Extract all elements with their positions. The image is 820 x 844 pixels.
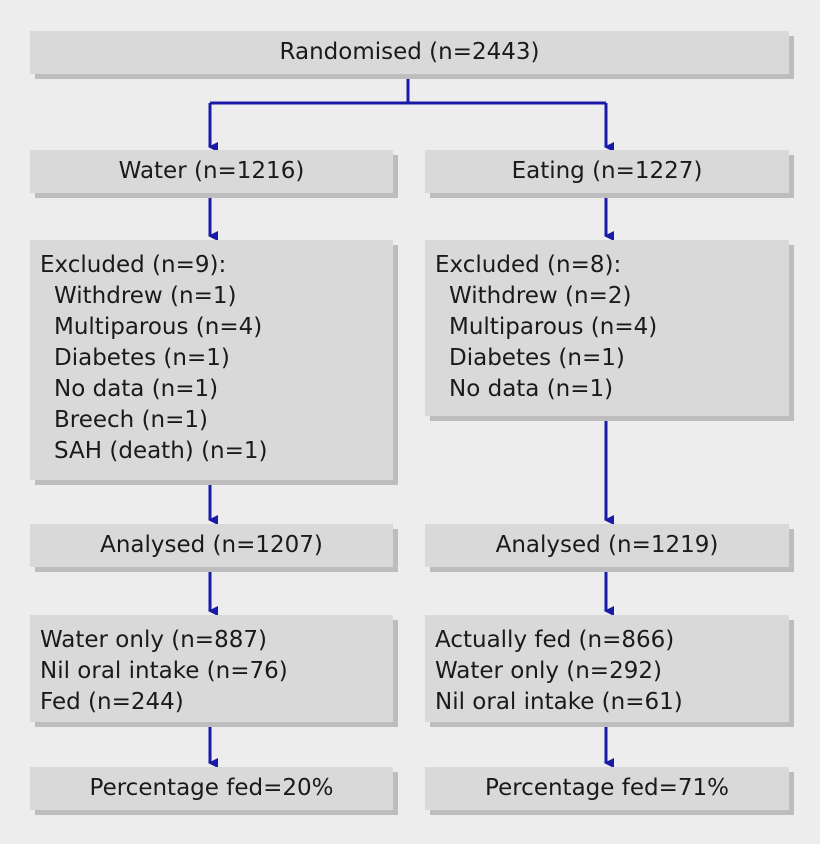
- water-excluded-item: Diabetes (n=1): [54, 345, 230, 371]
- water-outcome-item: Fed (n=244): [40, 689, 184, 715]
- water-outcome-item: Water only (n=887): [40, 627, 267, 653]
- water-excluded-item: Breech (n=1): [54, 407, 208, 433]
- eating-excluded-item: Diabetes (n=1): [449, 345, 625, 371]
- eating-percentage-label: Percentage fed=71%: [485, 775, 729, 801]
- eating-outcomes-box: Actually fed (n=866) Water only (n=292) …: [425, 615, 789, 722]
- eating-percentage-box: Percentage fed=71%: [425, 767, 789, 810]
- water-excluded-item: Withdrew (n=1): [54, 283, 237, 309]
- water-percentage-label: Percentage fed=20%: [89, 775, 334, 801]
- water-excluded-item: SAH (death) (n=1): [54, 438, 268, 464]
- water-excluded-box: Excluded (n=9): Withdrew (n=1) Multiparo…: [30, 240, 393, 480]
- water-percentage-box: Percentage fed=20%: [30, 767, 393, 810]
- eating-excluded-box: Excluded (n=8): Withdrew (n=2) Multiparo…: [425, 240, 789, 416]
- water-excluded-item: No data (n=1): [54, 376, 219, 402]
- water-excluded-title: Excluded (n=9):: [40, 252, 227, 278]
- water-analysed-label: Analysed (n=1207): [100, 532, 323, 558]
- eating-group-label: Eating (n=1227): [511, 158, 703, 184]
- eating-analysed-label: Analysed (n=1219): [495, 532, 719, 558]
- water-group-label: Water (n=1216): [118, 158, 305, 184]
- water-analysed-box: Analysed (n=1207): [30, 524, 393, 567]
- water-outcomes-box: Water only (n=887) Nil oral intake (n=76…: [30, 615, 393, 722]
- water-group-box: Water (n=1216): [30, 150, 393, 193]
- eating-excluded-item: Multiparous (n=4): [449, 314, 658, 340]
- eating-excluded-item: Withdrew (n=2): [449, 283, 632, 309]
- eating-outcome-item: Actually fed (n=866): [435, 627, 675, 653]
- water-excluded-item: Multiparous (n=4): [54, 314, 263, 340]
- water-outcome-item: Nil oral intake (n=76): [40, 658, 288, 684]
- randomised-label: Randomised (n=2443): [279, 39, 540, 65]
- eating-analysed-box: Analysed (n=1219): [425, 524, 789, 567]
- eating-outcome-item: Water only (n=292): [435, 658, 662, 684]
- eating-outcome-item: Nil oral intake (n=61): [435, 689, 683, 715]
- eating-excluded-item: No data (n=1): [449, 376, 614, 402]
- eating-excluded-title: Excluded (n=8):: [435, 252, 622, 278]
- randomised-box: Randomised (n=2443): [30, 31, 789, 74]
- eating-group-box: Eating (n=1227): [425, 150, 789, 193]
